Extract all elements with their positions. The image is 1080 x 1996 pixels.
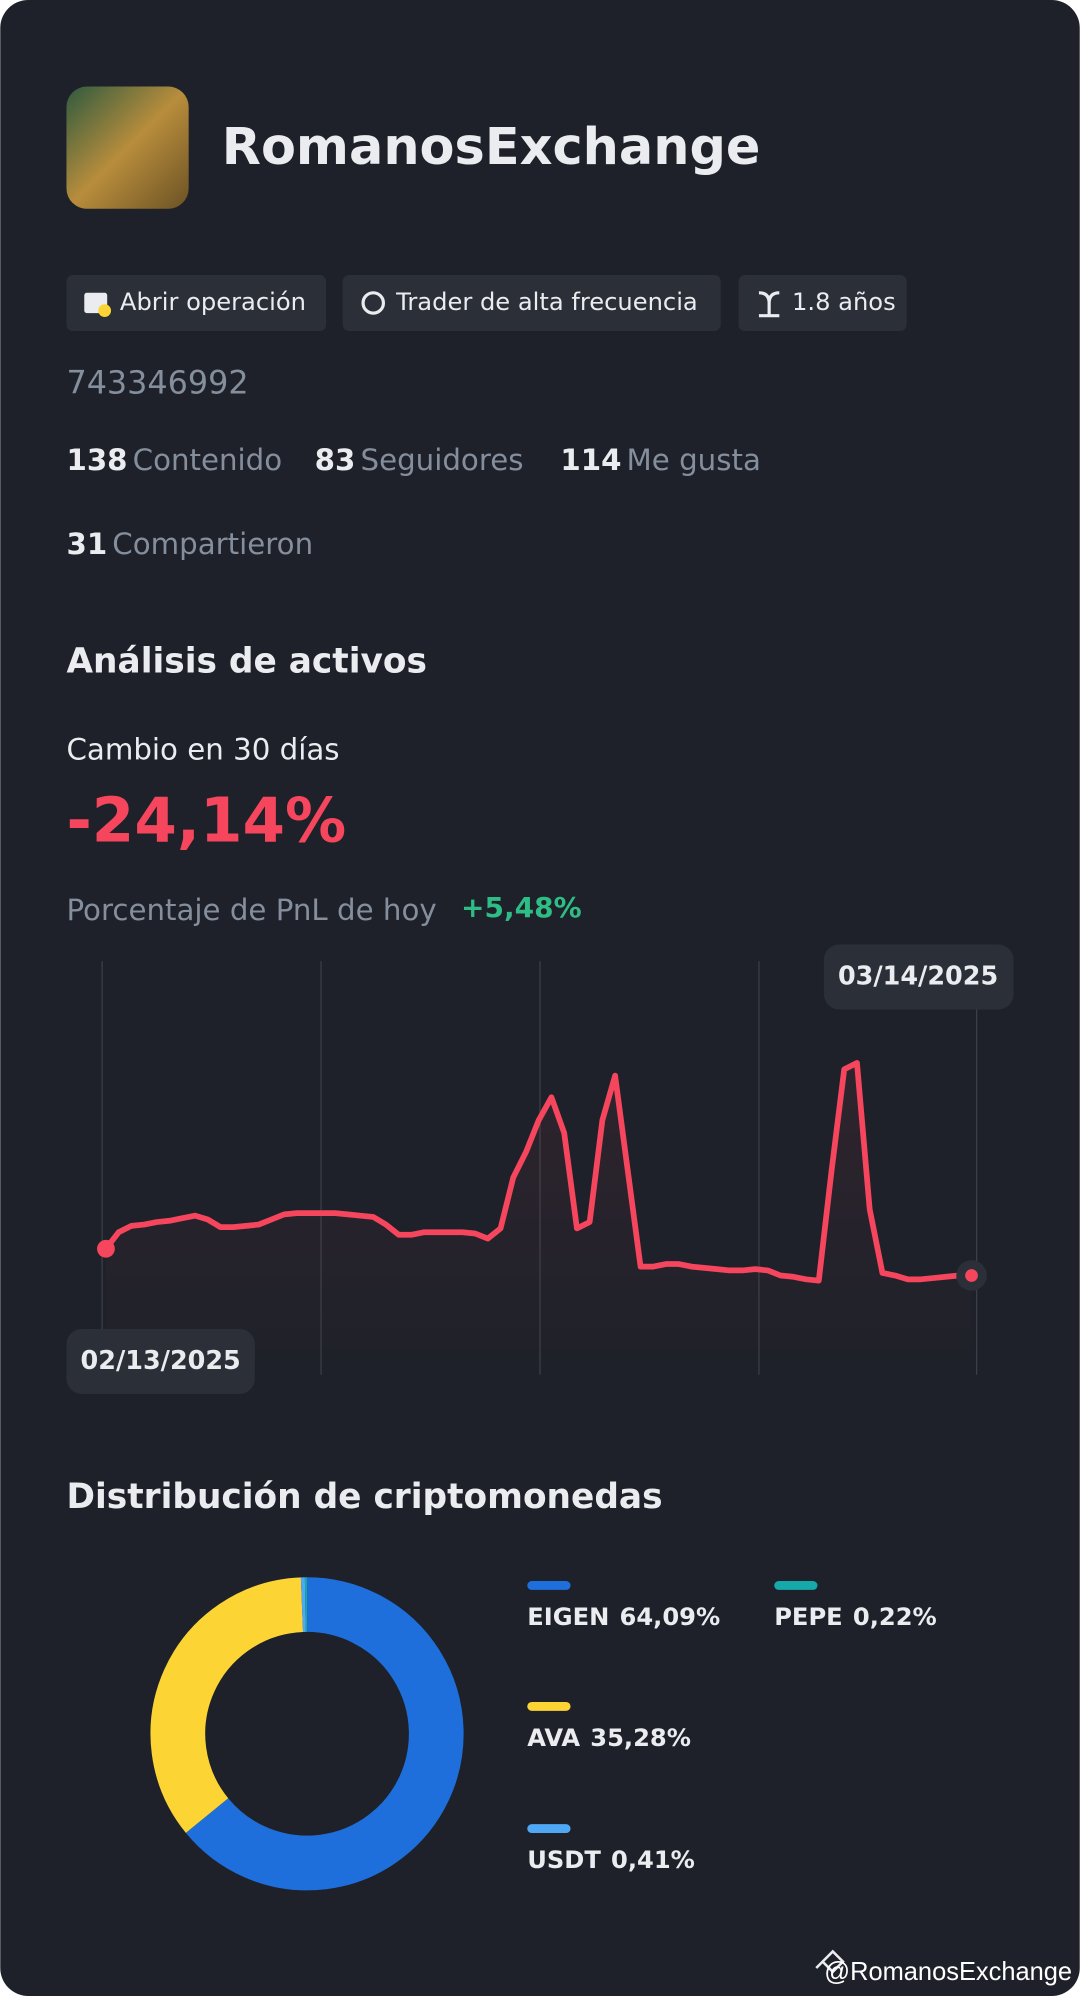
legend-value: 0,22% xyxy=(853,1603,937,1631)
tag xyxy=(738,274,907,331)
legend-label: EIGEN xyxy=(527,1603,609,1631)
stat-value: 31 xyxy=(66,526,107,560)
section-title: Análisis de activos xyxy=(66,642,427,682)
avatar[interactable] xyxy=(66,86,189,209)
tag-label: Abrir operación xyxy=(120,288,306,316)
donut-segment xyxy=(185,1577,464,1891)
tag-label: Trader de alta frecuencia xyxy=(395,288,698,316)
stat: 31 Compartieron xyxy=(66,526,313,560)
stat: 138 Contenido xyxy=(66,442,282,476)
stat-label: Me gusta xyxy=(627,442,761,476)
logo xyxy=(815,1949,845,1974)
tag xyxy=(342,274,721,331)
stat-label: Compartieron xyxy=(112,526,313,560)
legend-label: USDT xyxy=(527,1846,601,1874)
stat: 83 Seguidores xyxy=(315,442,524,476)
end-point xyxy=(965,1269,978,1282)
legend-value: 35,28% xyxy=(590,1724,691,1752)
line-area xyxy=(105,1062,972,1375)
tag-icon xyxy=(361,291,386,315)
pnl-line xyxy=(103,1060,975,1284)
legend-value: 0,41% xyxy=(611,1846,695,1874)
tag-icon xyxy=(98,304,112,317)
legend-label: PEPE xyxy=(774,1603,842,1631)
section-title: Distribución de criptomonedas xyxy=(66,1477,662,1517)
date-label-box xyxy=(823,944,1014,1010)
tag xyxy=(66,274,327,331)
legend-swatch xyxy=(527,1824,571,1834)
footer: @RomanosExchange xyxy=(824,1958,1072,1986)
stat-value: 114 xyxy=(560,442,621,476)
stat: 114 Me gusta xyxy=(560,442,761,476)
stat-label: Contenido xyxy=(133,442,283,476)
legend-swatch xyxy=(527,1581,571,1590)
legend-swatch xyxy=(527,1701,571,1711)
change-value: -24,14% xyxy=(66,785,346,856)
donut-segment xyxy=(150,1577,304,1833)
stat-value: 138 xyxy=(66,442,127,476)
legend-label: AVA xyxy=(527,1724,580,1752)
tag-icon xyxy=(758,291,780,318)
stat-value: 83 xyxy=(315,442,356,476)
end-date: 03/14/2025 xyxy=(838,962,998,992)
stat-label: Seguidores xyxy=(361,442,524,476)
start-point xyxy=(97,1239,115,1258)
profile-name: RomanosExchange xyxy=(222,118,761,177)
user-id: 743346992 xyxy=(66,363,248,401)
legend-value: 64,09% xyxy=(620,1603,721,1631)
change-label: Cambio en 30 días xyxy=(66,733,339,767)
pnl-label: Porcentaje de PnL de hoy xyxy=(66,893,436,927)
pnl-value: +5,48% xyxy=(461,891,582,924)
legend-swatch xyxy=(774,1581,818,1590)
tag-label: 1.8 años xyxy=(792,288,896,316)
